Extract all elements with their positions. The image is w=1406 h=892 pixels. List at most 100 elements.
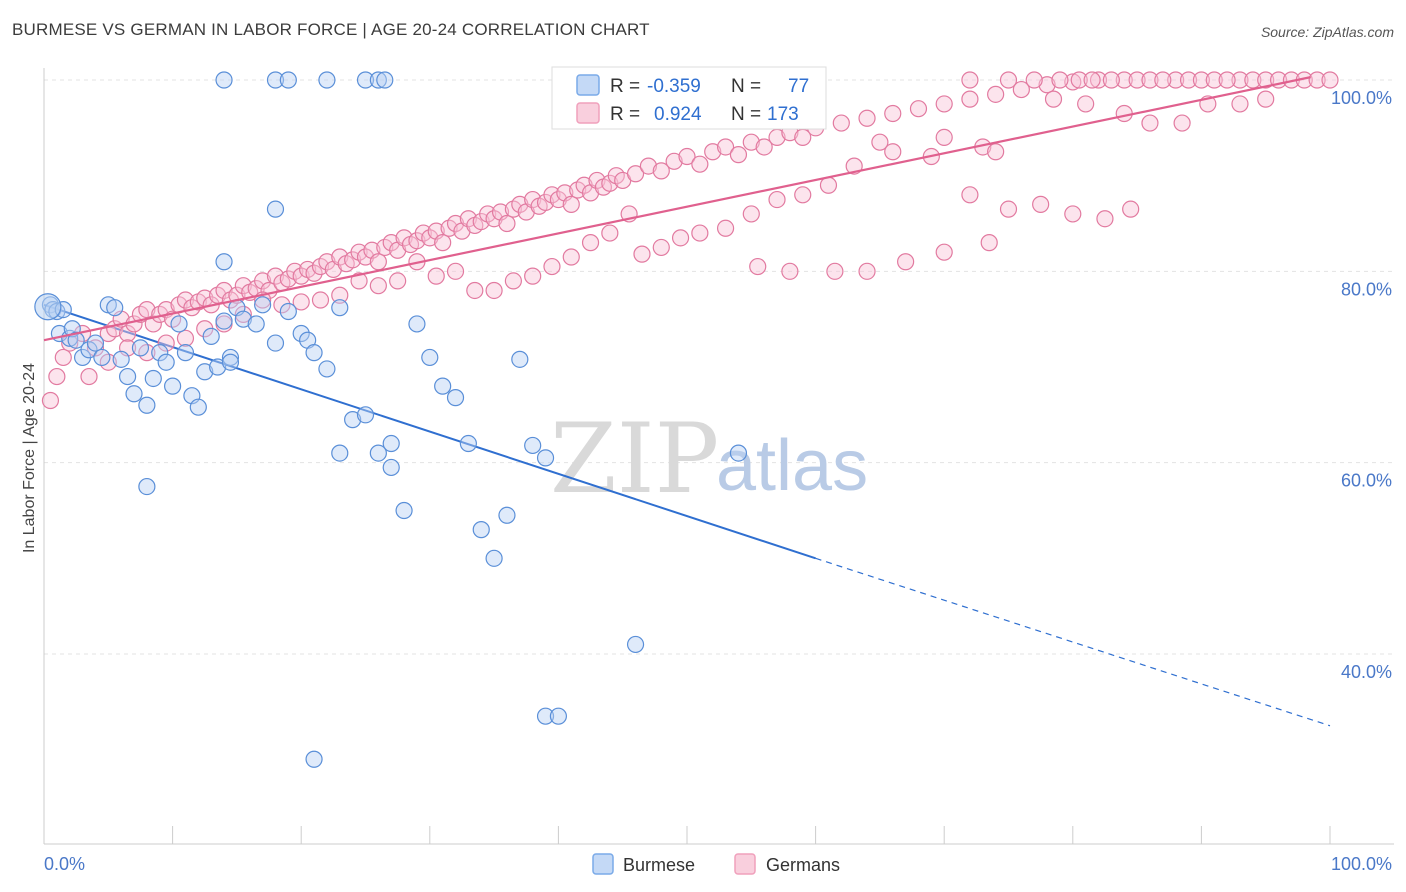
burmese-point [215, 71, 233, 89]
burmese-point [93, 348, 111, 367]
burmese-point [408, 315, 426, 333]
germans-point [1044, 90, 1063, 108]
watermark-zip: ZIP [550, 403, 719, 515]
germans-point [897, 253, 915, 271]
burmese-point [34, 293, 62, 321]
legend-n-value-germans: 173 [767, 104, 799, 125]
burmese-point [221, 348, 240, 367]
burmese-point [125, 385, 143, 403]
germans-point [704, 143, 722, 161]
burmese-trend-line [43, 303, 1331, 727]
germans-point [601, 224, 619, 242]
germans-point [633, 245, 651, 263]
germans-point [794, 186, 812, 204]
germans-point [935, 95, 953, 113]
germans-point [1321, 71, 1339, 89]
germans-point [54, 348, 72, 367]
legend-n-label-germans: N = [731, 104, 761, 125]
germans-point [716, 138, 735, 156]
burmese-point [369, 71, 387, 89]
germans-point [305, 264, 323, 282]
germans-point [884, 143, 902, 161]
germans-point [961, 90, 979, 108]
grid-lines [44, 79, 1394, 655]
burmese-point [80, 341, 98, 359]
legend-swatch-germans [576, 102, 600, 124]
germans-point [48, 367, 66, 386]
burmese-point [151, 344, 169, 362]
germans-point [1141, 71, 1159, 89]
burmese-point [549, 707, 568, 725]
legend-top: R = -0.359 N = 77 R = 0.924 N = 173 [551, 66, 827, 130]
y-tick-labels: 40.0% 60.0% 80.0% 100.0% [1331, 88, 1392, 682]
germans-point [652, 238, 670, 257]
germans-point [639, 157, 658, 175]
legend-r-label-burmese: R = [610, 76, 640, 97]
burmese-point [511, 350, 529, 368]
germans-point [292, 267, 310, 285]
chart-title: BURMESE VS GERMAN IN LABOR FORCE | AGE 2… [12, 20, 650, 39]
germans-point [1115, 104, 1133, 123]
germans-trend-solid [43, 76, 1311, 342]
bottom-legend-swatch-burmese [592, 853, 614, 875]
burmese-point [266, 71, 285, 89]
bottom-legend-label-germans: Germans [766, 855, 840, 875]
germans-point [369, 277, 387, 295]
germans-point [1070, 71, 1088, 89]
burmese-point [67, 331, 85, 349]
germans-point [671, 229, 690, 247]
burmese-point [626, 635, 645, 654]
germans-point [421, 229, 439, 247]
germans-point [356, 248, 375, 266]
germans-point [935, 243, 953, 261]
legend-swatch-burmese [576, 74, 600, 96]
burmese-point [472, 521, 490, 539]
germans-point [144, 315, 162, 333]
germans-point [1064, 73, 1082, 91]
x-axis-ticks [43, 826, 1331, 844]
burmese-point [144, 369, 162, 388]
germans-point [832, 114, 850, 132]
germans-point [1205, 71, 1223, 89]
germans-point [350, 272, 368, 290]
germans-point [729, 146, 748, 164]
germans-point [1083, 71, 1101, 89]
germans-point [1025, 71, 1043, 89]
burmese-point [279, 71, 297, 89]
burmese-point [106, 299, 124, 317]
burmese-point [356, 406, 375, 424]
germans-point [1167, 71, 1185, 89]
burmese-point [536, 449, 555, 467]
burmese-point [292, 324, 310, 343]
burmese-point [157, 353, 175, 371]
burmese-point [266, 200, 285, 218]
germans-point [234, 305, 252, 323]
germans-point [1257, 90, 1275, 108]
germans-point [176, 329, 195, 347]
germans-point [1141, 114, 1159, 132]
germans-point [1173, 114, 1191, 132]
germans-point [1038, 76, 1056, 94]
x-tick-label: 0.0% [44, 854, 85, 874]
germans-point [999, 200, 1018, 218]
source-credit: Source: ZipAtlas.com [1260, 24, 1394, 40]
legend-n-value-burmese: 77 [788, 76, 809, 97]
germans-point [1089, 71, 1108, 89]
burmese-trend-dashed [815, 557, 1331, 727]
legend-r-value-germans: 0.924 [654, 104, 702, 125]
burmese-point [118, 367, 137, 386]
burmese-point [498, 506, 516, 524]
germans-point [588, 171, 606, 190]
germans-point [742, 205, 760, 223]
germans-point [427, 267, 445, 285]
burmese-point [254, 296, 272, 314]
germans-point [485, 281, 503, 300]
x-tick-labels: 0.0% 100.0% [44, 854, 1392, 874]
germans-point [434, 234, 452, 252]
germans-point [86, 339, 105, 357]
germans-point [273, 296, 291, 314]
burmese-point [86, 334, 105, 352]
burmese-point [189, 398, 207, 416]
germans-point [581, 234, 600, 252]
burmese-point [318, 71, 336, 89]
